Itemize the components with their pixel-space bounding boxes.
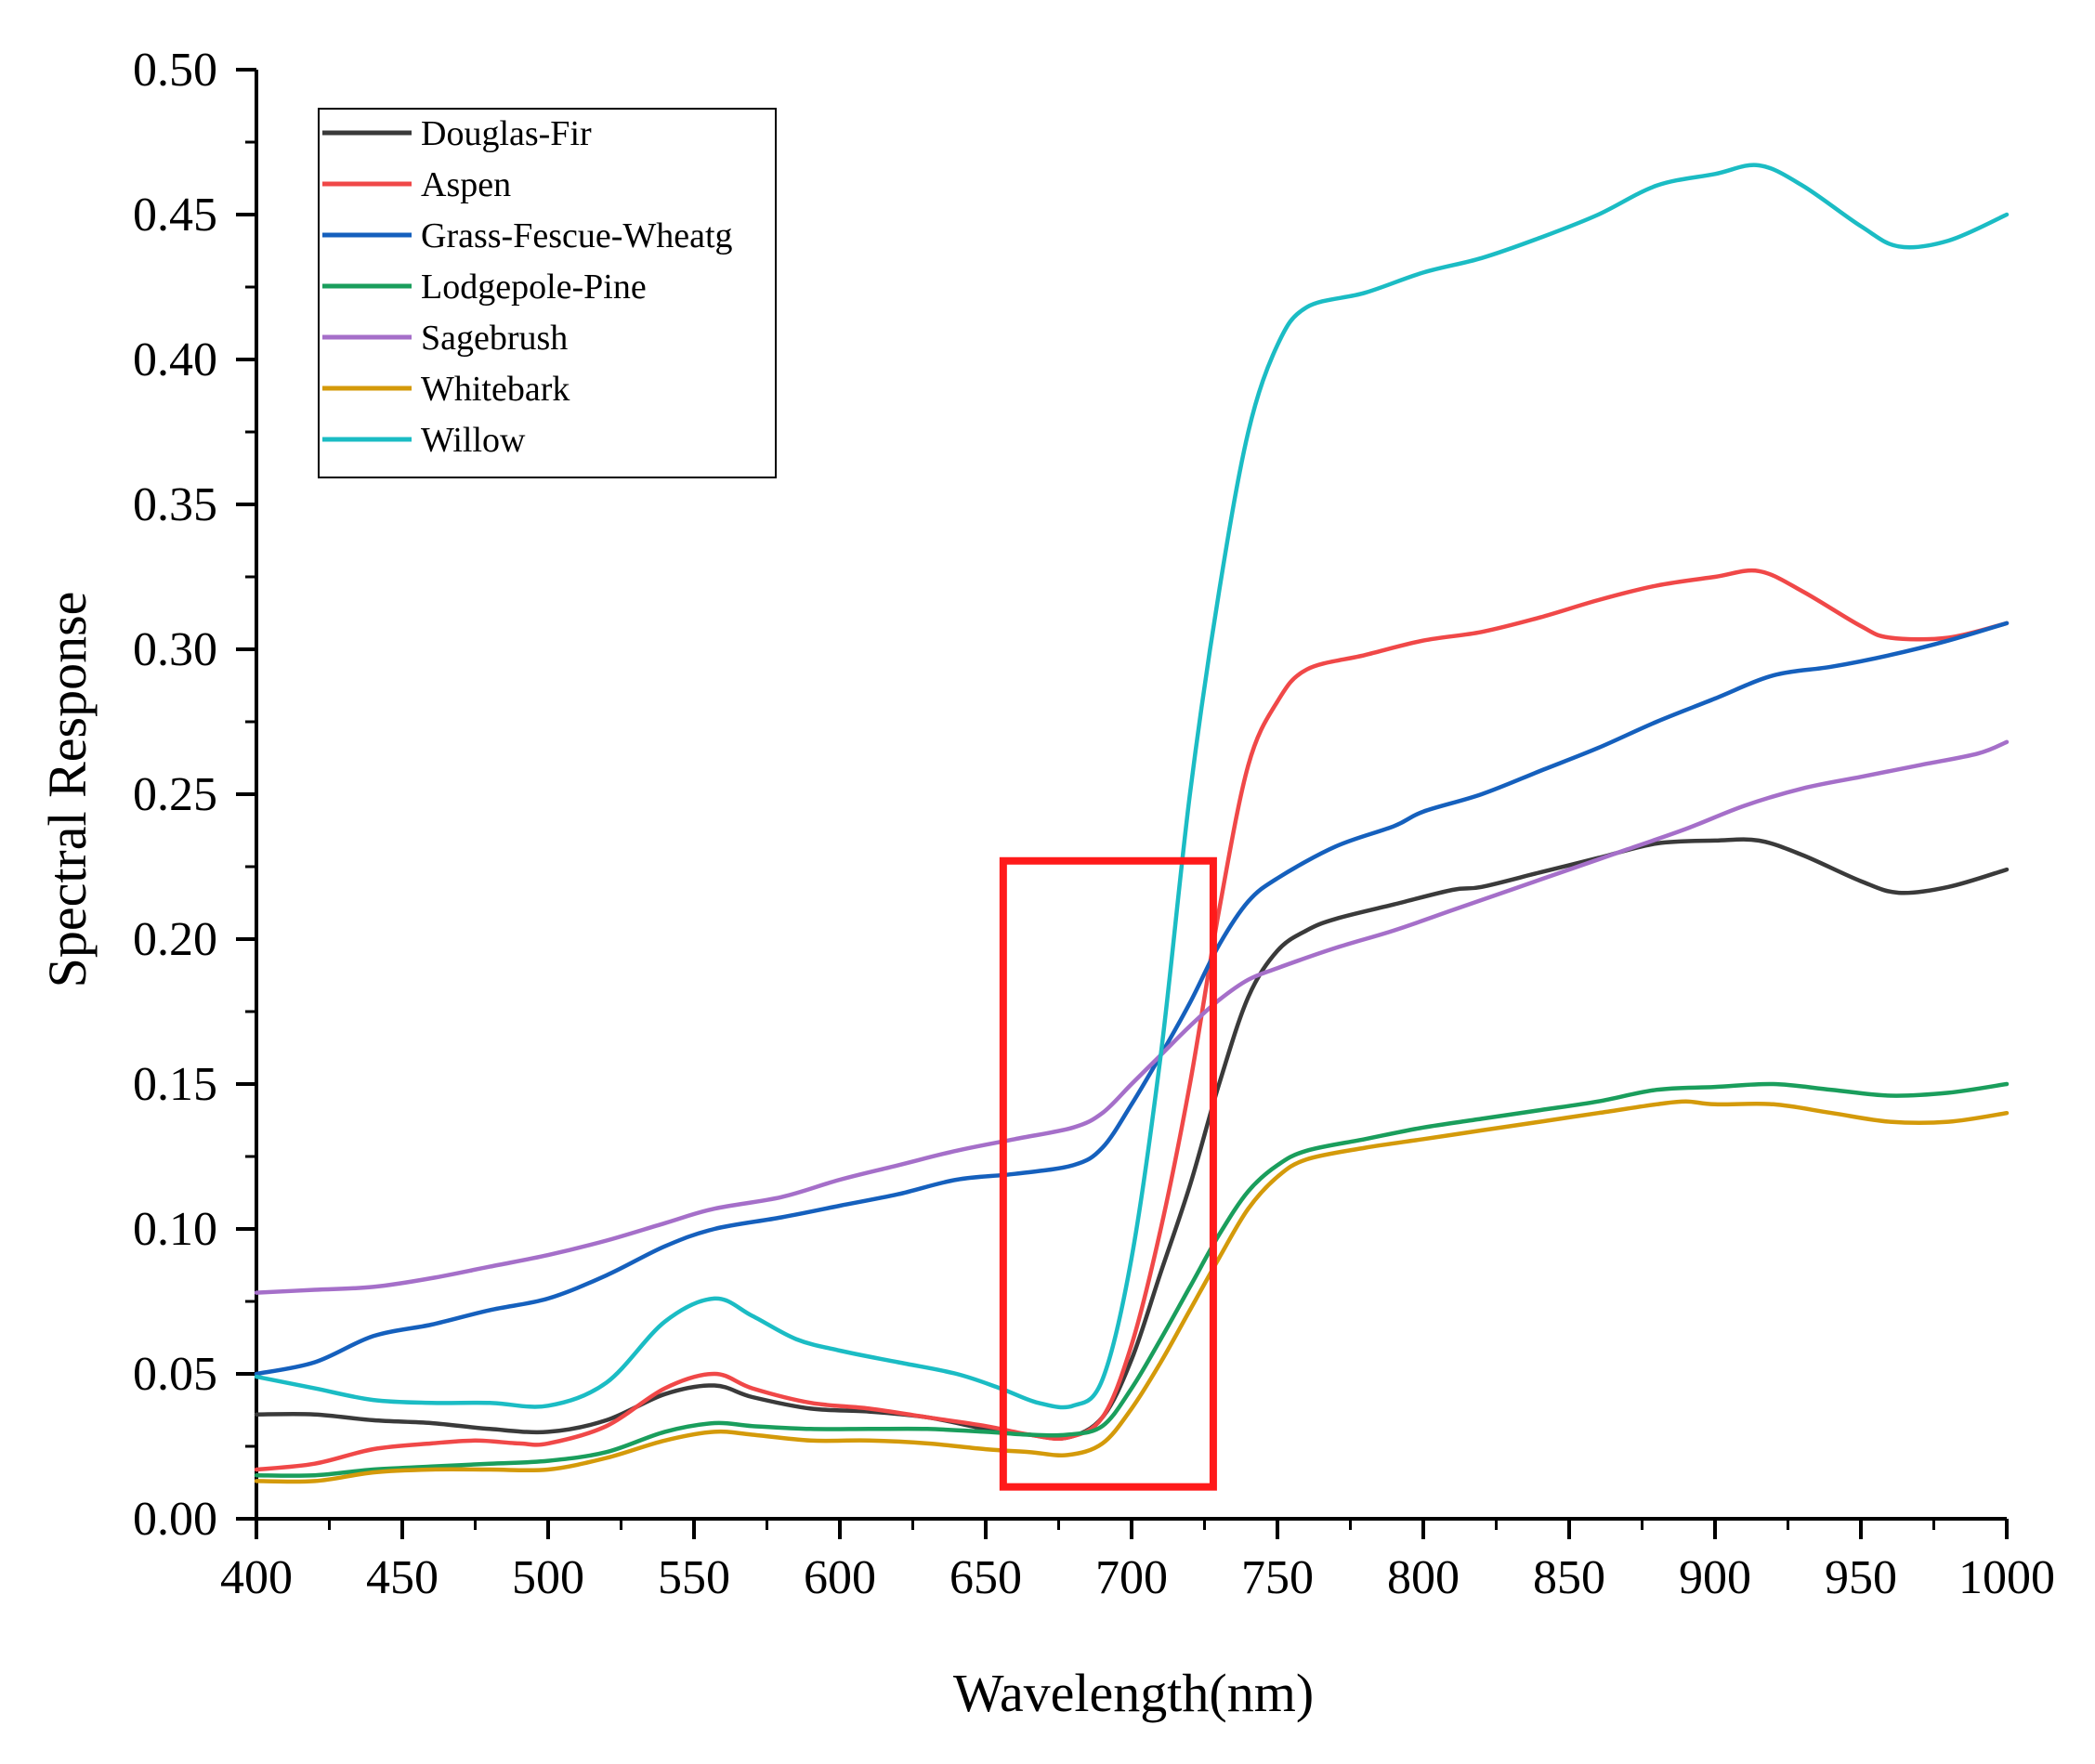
x-tick-label: 1000	[1958, 1551, 2055, 1604]
y-tick-label: 0.35	[133, 478, 217, 531]
x-tick-label: 750	[1241, 1551, 1314, 1604]
x-tick-label: 900	[1679, 1551, 1751, 1604]
y-tick-label: 0.40	[133, 333, 217, 386]
y-tick-label: 0.00	[133, 1493, 217, 1546]
series-line-lodgepole-pine	[254, 1081, 2010, 1478]
series-layer	[254, 163, 2010, 1484]
legend-frame	[318, 108, 777, 478]
legend-label-grass-fescue-wheatg: Grass-Fescue-Wheatg	[421, 216, 733, 255]
legend-label-lodgepole-pine: Lodgepole-Pine	[421, 268, 647, 307]
x-tick-label: 500	[512, 1551, 584, 1604]
legend: Douglas-Fir Aspen Grass-Fescue-Wheatg Lodge…	[318, 108, 777, 478]
y-tick-label: 0.25	[133, 768, 217, 821]
y-tick-label: 0.50	[133, 44, 217, 97]
y-tick-label: 0.30	[133, 623, 217, 676]
y-axis-title: Spectral Response	[37, 592, 98, 988]
legend-label-whitebark: Whitebark	[421, 370, 570, 409]
highlight-layer	[999, 856, 1217, 1491]
x-tick-label: 700	[1095, 1551, 1168, 1604]
legend-label-douglas-fir: Douglas-Fir	[421, 114, 592, 153]
series-line-sagebrush	[254, 739, 2010, 1295]
x-axis-title: Wavelength(nm)	[953, 1663, 1314, 1723]
x-tick-label: 450	[366, 1551, 439, 1604]
axes-layer: 400 450 500 550 600 650 700 750 800 850 900 950 1000…	[133, 44, 2055, 1604]
y-tick-label: 0.20	[133, 913, 217, 966]
y-tick-label: 0.15	[133, 1058, 217, 1111]
series-line-willow	[254, 163, 2010, 1410]
legend-label-willow: Willow	[421, 421, 526, 460]
y-tick-label: 0.10	[133, 1203, 217, 1256]
x-tick-label: 800	[1387, 1551, 1460, 1604]
x-tick-label: 400	[220, 1551, 293, 1604]
series-line-aspen	[254, 568, 2010, 1472]
x-tick-label: 850	[1533, 1551, 1605, 1604]
x-tick-label: 600	[804, 1551, 876, 1604]
y-tick-label: 0.05	[133, 1348, 217, 1401]
x-tick-label: 550	[658, 1551, 730, 1604]
series-line-whitebark	[254, 1099, 2010, 1484]
legend-label-sagebrush: Sagebrush	[421, 319, 568, 358]
highlight-box	[999, 856, 1217, 1491]
y-tick-label: 0.45	[133, 189, 217, 242]
x-tick-label: 950	[1825, 1551, 1897, 1604]
x-tick-label: 650	[949, 1551, 1022, 1604]
legend-label-aspen: Aspen	[421, 165, 511, 204]
